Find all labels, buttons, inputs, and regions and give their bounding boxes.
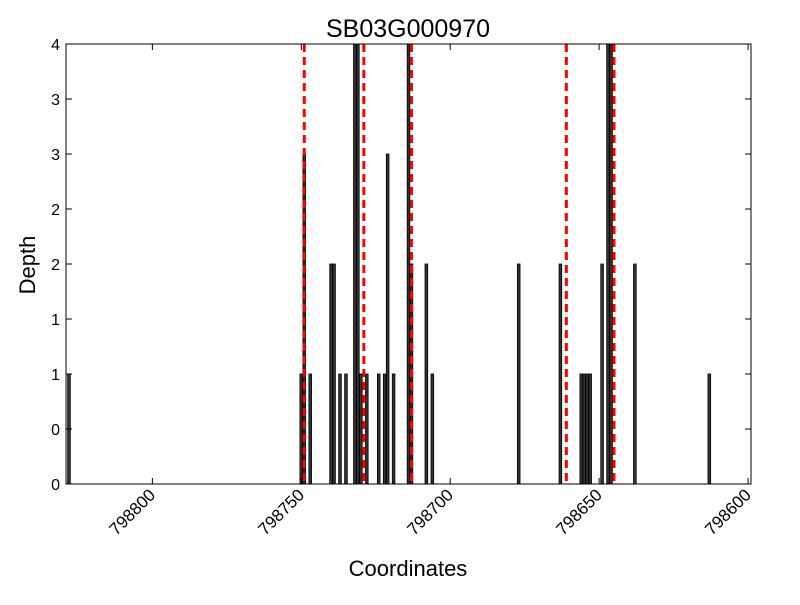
chart-title: SB03G000970 [326,15,490,43]
x-tick-label: 798650 [552,485,606,539]
y-tick-label: 2 [51,257,60,274]
y-tick-label: 3 [51,147,60,164]
x-tick-label: 798750 [255,485,309,539]
y-tick-label: 0 [51,477,60,494]
depth-bar [329,263,333,485]
y-tick-label: 3 [51,92,60,109]
depth-bar [385,153,390,485]
depth-bar [406,43,411,485]
depth-bar [582,373,586,485]
depth-bar [606,43,610,485]
depth-bar [299,373,304,485]
depth-bar [609,43,613,485]
depth-bar [558,263,563,485]
depth-bar [365,373,369,485]
depth-bar [600,263,604,485]
y-tick-label: 2 [51,202,60,219]
depth-bar [353,43,357,485]
bars-layer [67,43,712,485]
y-ticks-layer: 0 0 1 1 2 2 3 3 4 [51,37,751,494]
depth-bar [332,263,336,485]
x-tick-label: 798600 [701,485,755,539]
y-tick-label: 0 [51,422,60,439]
depth-bar [579,373,583,485]
depth-bar [338,373,342,485]
depth-bar [376,373,381,485]
depth-bar [344,373,348,485]
depth-bar [585,373,589,485]
depth-bar [588,373,592,485]
depth-bar [382,373,387,485]
depth-bar [707,373,712,485]
depth-bar [359,373,363,485]
x-tick-label: 798800 [106,485,160,539]
y-tick-label: 1 [51,312,60,329]
depth-bar [424,263,429,485]
reference-lines-layer [302,44,616,484]
x-ticks-layer: 798800 798750 798700 798650 798600 [106,44,755,539]
depth-bar [391,373,396,485]
depth-bar [356,43,360,485]
y-axis-label: Depth [15,236,40,295]
depth-bar [516,263,521,485]
depth-bar [430,373,435,485]
depth-bar [633,263,637,485]
x-axis-label: Coordinates [349,556,468,581]
y-tick-label: 4 [51,37,60,54]
x-tick-label: 798700 [403,485,457,539]
depth-bar [308,373,312,485]
y-tick-label: 1 [51,367,60,384]
